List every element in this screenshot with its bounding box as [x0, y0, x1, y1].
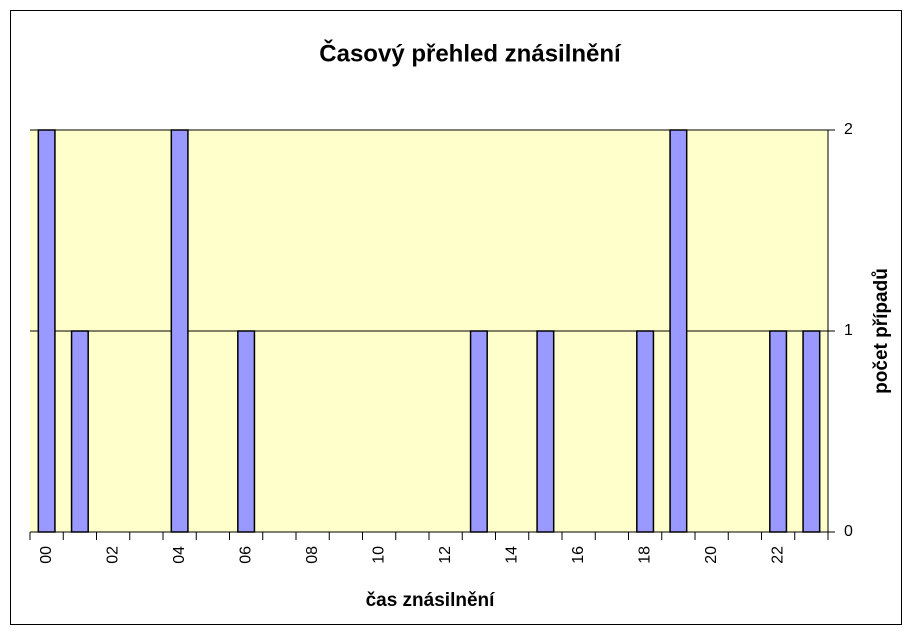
- bar: [802, 330, 821, 533]
- x-tick-label: 10: [370, 546, 387, 564]
- bar: [70, 330, 89, 533]
- x-tick-label: 06: [237, 546, 254, 564]
- x-tick-label: 22: [769, 546, 786, 564]
- x-tick-label: 12: [437, 546, 454, 564]
- x-tick-label: 08: [304, 546, 321, 564]
- chart-title: Časový přehled znásilnění: [319, 39, 622, 67]
- bar: [170, 129, 189, 533]
- x-tick-label: 18: [636, 546, 653, 564]
- x-tick-label: 16: [570, 546, 587, 564]
- bar: [536, 330, 555, 533]
- y-tick-label: 2: [844, 121, 853, 138]
- bar: [37, 129, 56, 533]
- bar: [237, 330, 256, 533]
- x-tick-label: 00: [38, 546, 55, 564]
- x-tick-label: 04: [171, 546, 188, 564]
- bar: [636, 330, 655, 533]
- x-tick-label: 02: [104, 546, 121, 564]
- bar: [469, 330, 488, 533]
- y-tick-label: 0: [844, 523, 853, 540]
- y-tick-label: 1: [844, 322, 853, 339]
- x-axis-title: čas znásilnění: [366, 590, 496, 611]
- x-tick-label: 20: [703, 546, 720, 564]
- y-axis-title: počet případů: [871, 268, 892, 394]
- bar: [669, 129, 688, 533]
- x-tick-label: 14: [503, 546, 520, 564]
- bar: [769, 330, 788, 533]
